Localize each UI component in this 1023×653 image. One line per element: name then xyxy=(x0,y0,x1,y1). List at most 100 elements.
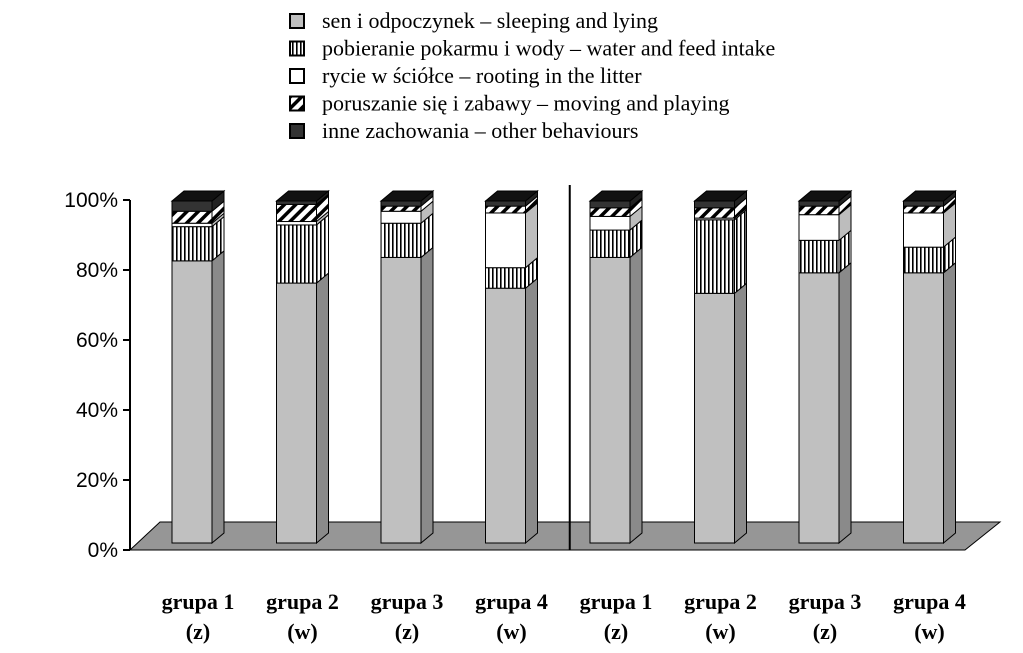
legend-swatch xyxy=(289,123,305,139)
bar-segment xyxy=(798,214,840,241)
legend-label: sen i odpoczynek – sleeping and lying xyxy=(322,8,658,33)
bar-segment-side xyxy=(734,282,747,545)
bar-segment-side xyxy=(525,277,538,545)
legend-item: inne zachowania – other behaviours xyxy=(289,118,638,143)
bar-top xyxy=(902,190,957,202)
bar-segment xyxy=(171,260,213,544)
y-tick-label: 80% xyxy=(76,259,118,282)
bar-stack xyxy=(170,189,226,545)
bar-top xyxy=(484,190,539,202)
category-sublabel: (z) xyxy=(604,619,628,644)
bar-segment xyxy=(798,200,840,207)
bar-segment xyxy=(485,212,526,269)
category-sublabel: (w) xyxy=(287,619,318,644)
bar-segment-side xyxy=(629,246,643,545)
category-sublabel: (w) xyxy=(914,619,945,644)
category-label: grupa 1 xyxy=(162,589,235,614)
bar-stack xyxy=(484,189,539,545)
legend-item: poruszanie się i zabawy – moving and pla… xyxy=(289,91,730,116)
category-label: grupa 2 xyxy=(266,589,339,614)
bar-segment xyxy=(171,226,213,262)
bar-segment xyxy=(380,256,422,544)
y-tick-label: 100% xyxy=(64,189,118,212)
bar-segment xyxy=(276,224,317,284)
floor-plane xyxy=(128,521,1002,551)
bar-top xyxy=(275,190,330,202)
legend-item: rycie w ściółce – rooting in the litter xyxy=(289,63,642,88)
chart-floor xyxy=(128,521,1002,551)
bar-segment xyxy=(276,203,317,223)
legend-item: sen i odpoczynek – sleeping and lying xyxy=(289,8,658,33)
bar-segment-side xyxy=(316,272,329,545)
bar-segment xyxy=(694,219,735,294)
category-label: grupa 3 xyxy=(789,589,862,614)
category-sublabel: (w) xyxy=(496,619,527,644)
y-tick-label: 20% xyxy=(76,469,118,492)
bar-segment xyxy=(276,221,317,226)
bar-segment xyxy=(171,222,213,228)
legend-swatch xyxy=(289,13,305,29)
bar-stack xyxy=(902,189,957,545)
legend-swatch xyxy=(289,40,305,57)
bar-top xyxy=(170,190,226,202)
y-tick-label: 60% xyxy=(76,329,118,352)
bar-segment xyxy=(798,239,840,274)
bar-segment xyxy=(589,200,631,209)
bar-segment xyxy=(380,222,422,258)
bar-segment xyxy=(903,205,944,214)
bar-segment xyxy=(589,229,631,258)
bar-stack xyxy=(275,189,330,545)
bar-segment xyxy=(485,200,526,207)
bar-top xyxy=(379,190,435,202)
legend-item: pobieranie pokarmu i wody – water and fe… xyxy=(289,36,775,61)
bar-top xyxy=(797,190,853,202)
bar-segment-side xyxy=(734,208,747,295)
category-sublabel: (z) xyxy=(813,619,837,644)
bar-segment xyxy=(276,282,317,544)
bar-segment xyxy=(903,272,944,544)
bar-segment xyxy=(171,200,213,212)
bar-segment xyxy=(589,215,631,231)
bar-segment xyxy=(798,205,840,216)
category-label: grupa 3 xyxy=(371,589,444,614)
bar-stack xyxy=(379,189,435,545)
legend-label: pobieranie pokarmu i wody – water and fe… xyxy=(322,36,775,61)
bar-segment-side xyxy=(420,246,434,545)
bar-segment xyxy=(380,210,422,224)
bar-segment-side xyxy=(943,261,956,545)
category-label: grupa 4 xyxy=(475,589,548,614)
y-tick-label: 40% xyxy=(76,399,118,422)
bar-segment xyxy=(589,207,631,217)
bar-stack xyxy=(588,189,644,545)
bar-segment-side xyxy=(838,261,852,545)
bar-segment xyxy=(380,205,422,212)
y-tick-label: 0% xyxy=(88,539,118,562)
bar-segment xyxy=(798,272,840,544)
legend-swatch xyxy=(289,68,305,84)
bar-segment xyxy=(485,267,526,289)
bar-segment xyxy=(694,292,735,544)
y-axis: 0% 20% 40% 60% 80% 100% xyxy=(64,189,131,562)
bar-stack xyxy=(797,189,853,545)
bar-segment xyxy=(485,205,526,214)
bar-segment xyxy=(380,200,422,207)
legend-label: inne zachowania – other behaviours xyxy=(322,118,638,143)
legend-swatch xyxy=(289,95,305,112)
bar-segment-side xyxy=(316,213,329,285)
bar-segment xyxy=(903,246,944,274)
bar-segment xyxy=(694,207,735,219)
bar-segment xyxy=(485,287,526,544)
category-labels: grupa 1 (z) grupa 2 (w) grupa 3 (z) grupa 4 (w)… xyxy=(162,589,966,644)
category-label: grupa 2 xyxy=(684,589,757,614)
category-sublabel: (w) xyxy=(705,619,736,644)
bars xyxy=(170,189,957,545)
bar-top xyxy=(693,190,748,202)
bar-segment-side xyxy=(525,201,538,269)
category-label: grupa 1 xyxy=(580,589,653,614)
bar-segment xyxy=(903,200,944,207)
bar-segment xyxy=(171,210,213,224)
category-sublabel: (z) xyxy=(186,619,210,644)
bar-segment xyxy=(903,212,944,248)
bar-stack xyxy=(693,189,748,545)
